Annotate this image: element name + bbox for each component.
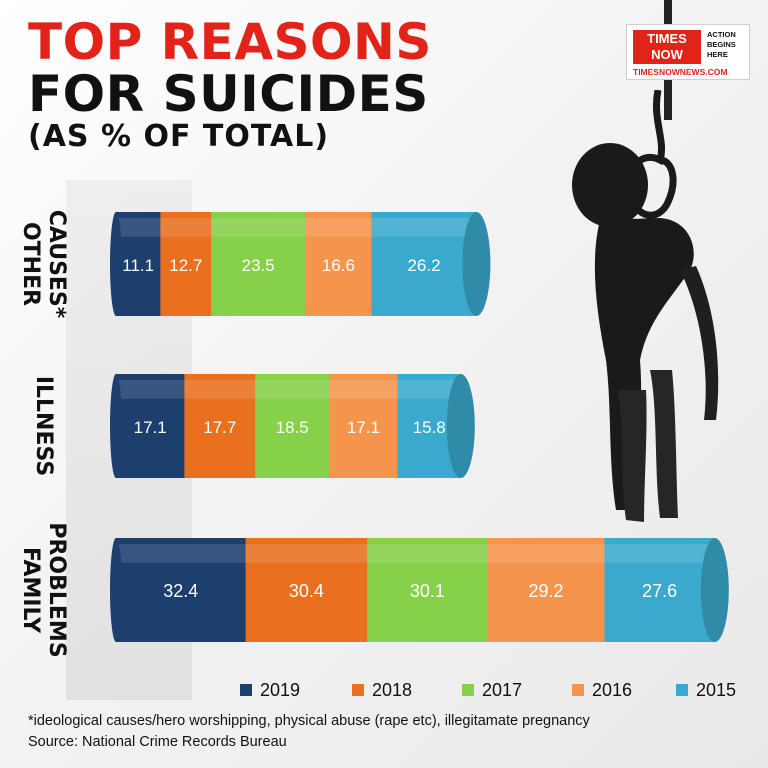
title-subtitle: (AS % OF TOTAL): [28, 119, 330, 154]
bar-segment-illness-2019: [116, 374, 185, 478]
data-label-0-2015: 26.2: [407, 256, 440, 275]
bar-end-cap-0: [462, 212, 491, 316]
bar-segment-family-problems-2015: [604, 538, 716, 642]
legend-swatch-2019: [240, 684, 252, 696]
title-line-2: FOR SUICIDES: [28, 65, 429, 123]
bar-highlight-2-2: [367, 544, 489, 563]
data-label-1-2018: 17.7: [203, 418, 236, 437]
bar-left-cap-2: [110, 538, 122, 642]
data-label-0-2019: 11.1: [122, 256, 154, 275]
bar-highlight-0-0: [116, 218, 161, 237]
bar-highlight-0-1: [160, 218, 212, 237]
bar-segment-illness-2017: [255, 374, 330, 478]
legend-swatch-2016: [572, 684, 584, 696]
bar-highlight-1-3: [329, 380, 399, 399]
bar-highlight-1-2: [255, 380, 330, 399]
data-label-2-2016: 29.2: [528, 581, 563, 601]
data-label-2-2018: 30.4: [289, 581, 324, 601]
legend-label-2019: 2019: [260, 680, 300, 700]
data-label-2-2019: 32.4: [163, 581, 198, 601]
category-label-group-1: ILLNESS: [31, 376, 56, 476]
bar-highlight-0-2: [211, 218, 306, 237]
bar-highlight-2-4: [604, 544, 716, 563]
times-now-logo: TIMES NOW ACTION BEGINS HERE TIMESNOWNEW…: [626, 24, 750, 80]
bar-segment-illness-2016: [329, 374, 399, 478]
legend: 2019 2018 2017 2016 2015: [240, 680, 736, 700]
bar-segment-other-causes-2019: [116, 212, 161, 316]
bar-segment-family-problems-2018: [245, 538, 368, 642]
bar-highlight-1-1: [184, 380, 256, 399]
bar-highlight-2-0: [116, 544, 247, 563]
bar-highlight-2-1: [245, 544, 368, 563]
bar-segment-other-causes-2018: [160, 212, 212, 316]
bar-segment-other-causes-2015: [371, 212, 477, 316]
bar-segment-family-problems-2019: [116, 538, 247, 642]
bar-highlight-1-0: [116, 380, 185, 399]
bar-highlight-1-4: [397, 380, 462, 399]
bar-highlight-0-4: [371, 218, 477, 237]
category-label-0-line-0: OTHER: [18, 222, 43, 306]
category-labels-layer: OTHER CAUSES* ILLNESS FAMILY PROBLEMS: [18, 210, 69, 658]
data-label-2-2015: 27.6: [642, 581, 677, 601]
bars-layer: 11.1 12.7 23.5 16.6 26.2 17.1 17.7 18.5 17.1 15.8…: [110, 212, 729, 642]
logo-red-box: TIMES NOW: [633, 30, 701, 64]
data-label-0-2016: 16.6: [322, 256, 355, 275]
category-label-2-line-0: FAMILY: [18, 547, 43, 634]
bar-segment-illness-2018: [184, 374, 256, 478]
legend-swatch-2017: [462, 684, 474, 696]
bar-end-cap-1: [446, 374, 475, 478]
logo-word-now: NOW: [651, 47, 683, 62]
data-label-0-2018: 12.7: [169, 256, 202, 275]
bar-left-cap-0: [110, 212, 122, 316]
bar-segment-other-causes-2017: [211, 212, 306, 316]
logo-tagline: ACTION BEGINS HERE: [707, 30, 736, 59]
hanging-figure-illustration: [572, 90, 719, 522]
bar-segment-other-causes-2016: [305, 212, 373, 316]
category-label-0-line-1: CAUSES*: [44, 210, 69, 319]
data-label-1-2015: 15.8: [413, 418, 446, 437]
bar-segment-family-problems-2017: [367, 538, 489, 642]
data-label-0-2017: 23.5: [242, 256, 275, 275]
category-label-group-0: OTHER CAUSES*: [18, 210, 69, 319]
data-label-1-2016: 17.1: [347, 418, 380, 437]
bar-end-cap-2: [700, 538, 729, 642]
legend-label-2016: 2016: [592, 680, 632, 700]
logo-url: TIMESNOWNEWS.COM: [633, 67, 728, 77]
data-label-1-2017: 18.5: [276, 418, 309, 437]
data-label-1-2019: 17.1: [134, 418, 167, 437]
bar-highlight-0-3: [305, 218, 373, 237]
legend-label-2017: 2017: [482, 680, 522, 700]
data-label-2-2017: 30.1: [410, 581, 445, 601]
category-label-1-line-0: ILLNESS: [31, 376, 56, 476]
bar-highlight-2-3: [487, 544, 605, 563]
category-label-2-line-1: PROBLEMS: [44, 522, 69, 657]
source-note: Source: National Crime Records Bureau: [28, 734, 287, 750]
legend-swatch-2018: [352, 684, 364, 696]
footnote: *ideological causes/hero worshipping, ph…: [28, 713, 590, 729]
legend-swatch-2015: [676, 684, 688, 696]
logo-word-times: TIMES: [647, 31, 687, 46]
category-label-group-2: FAMILY PROBLEMS: [18, 522, 69, 657]
title-line-1: TOP REASONS: [28, 13, 432, 71]
bar-segment-family-problems-2016: [487, 538, 605, 642]
legend-label-2018: 2018: [372, 680, 412, 700]
legend-label-2015: 2015: [696, 680, 736, 700]
bar-left-cap-1: [110, 374, 122, 478]
